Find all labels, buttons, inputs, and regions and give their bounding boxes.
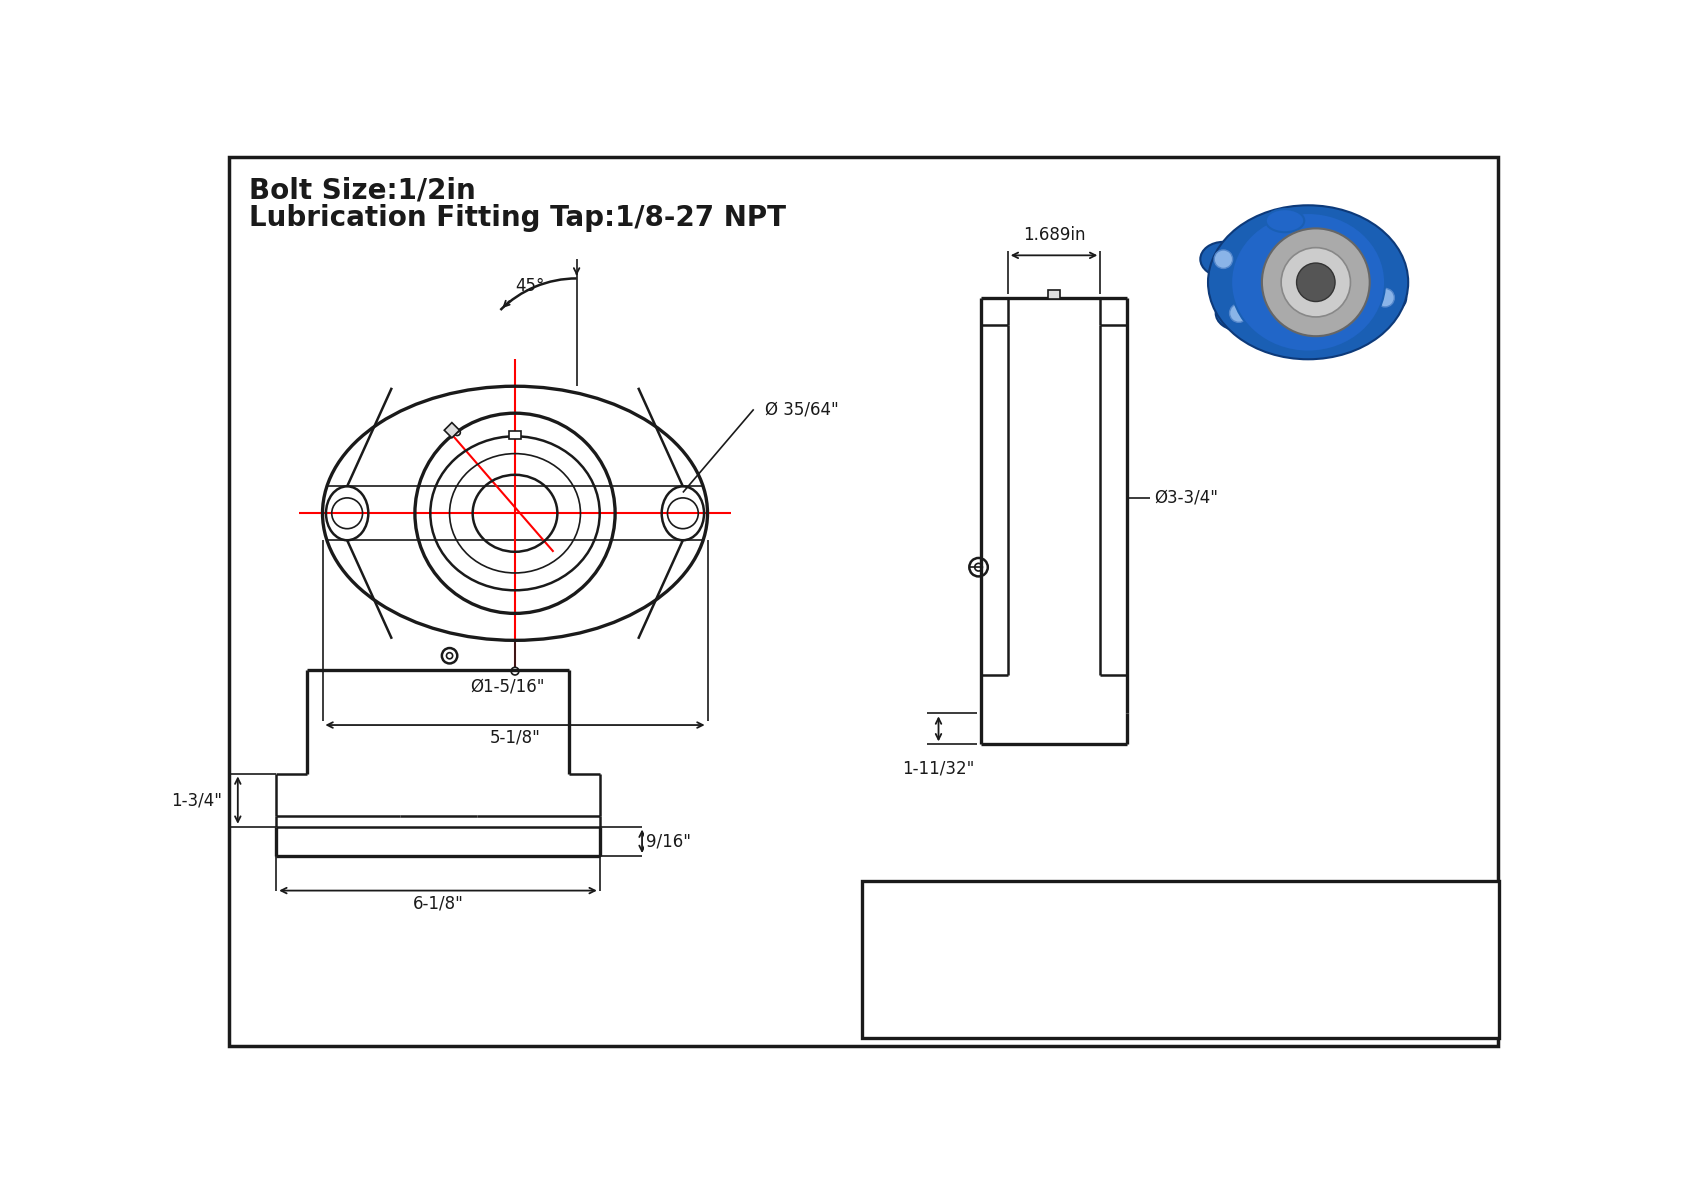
Text: 9/16": 9/16"	[647, 833, 690, 850]
Text: ®: ®	[1004, 903, 1021, 921]
Text: 1.689in: 1.689in	[1022, 226, 1084, 244]
Text: 45°: 45°	[515, 278, 546, 295]
Bar	[445, 423, 460, 438]
Text: 1-3/4": 1-3/4"	[172, 792, 222, 810]
Circle shape	[1297, 263, 1335, 301]
Circle shape	[1229, 304, 1248, 323]
Circle shape	[1376, 288, 1394, 307]
Text: LILY: LILY	[881, 885, 1027, 952]
Ellipse shape	[1216, 295, 1261, 330]
Text: SHANGHAI LILY BEARING LIMITED: SHANGHAI LILY BEARING LIMITED	[1108, 903, 1436, 921]
Text: Lubrication Fitting Tap:1/8-27 NPT: Lubrication Fitting Tap:1/8-27 NPT	[249, 204, 786, 232]
Text: Email: lilybearing@lily-bearing.com: Email: lilybearing@lily-bearing.com	[1137, 930, 1408, 944]
Circle shape	[1214, 250, 1233, 268]
Text: 6-1/8": 6-1/8"	[413, 894, 463, 912]
Ellipse shape	[1364, 281, 1406, 314]
Ellipse shape	[1207, 205, 1408, 360]
Text: Part
Number: Part Number	[918, 978, 990, 1019]
Bar	[862, 880, 1499, 1039]
Circle shape	[1282, 248, 1351, 317]
Bar	[1047, 289, 1061, 299]
Text: 1-11/32": 1-11/32"	[903, 760, 975, 778]
Text: Ø3-3/4": Ø3-3/4"	[1154, 488, 1218, 507]
Bar	[509, 431, 520, 438]
Ellipse shape	[1266, 210, 1305, 232]
Text: Two-Bolt Flange Bearing Set Screw Locking: Two-Bolt Flange Bearing Set Screw Lockin…	[1100, 1003, 1445, 1017]
Text: Bolt Size:1/2in: Bolt Size:1/2in	[249, 176, 477, 204]
Text: Ø1-5/16": Ø1-5/16"	[470, 678, 544, 696]
Text: 5-1/8": 5-1/8"	[490, 729, 541, 747]
Ellipse shape	[1231, 213, 1386, 351]
Text: UCFT207-21: UCFT207-21	[1197, 973, 1349, 993]
Text: Ø 35/64": Ø 35/64"	[765, 400, 839, 418]
Ellipse shape	[1201, 242, 1246, 276]
Circle shape	[1261, 229, 1369, 336]
